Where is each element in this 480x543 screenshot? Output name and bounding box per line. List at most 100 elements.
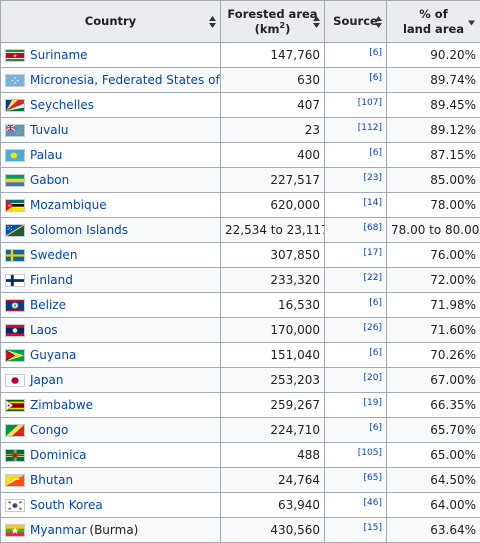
percent-land-cell: 85.00% — [387, 168, 480, 193]
country-suffix: (Burma) — [89, 523, 138, 537]
source-reference-link[interactable]: [6] — [369, 148, 382, 158]
source-reference-link[interactable]: [17] — [364, 248, 382, 258]
source-reference-link[interactable]: [6] — [369, 348, 382, 358]
sort-both-icon — [313, 16, 320, 28]
country-link[interactable]: Solomon Islands — [30, 223, 128, 237]
country-cell: Micronesia, Federated States of — [1, 68, 221, 93]
forested-area-header-label: Forested area — [227, 7, 317, 21]
sort-both-icon — [375, 16, 382, 28]
forested-area-unit: (km2) — [255, 22, 291, 36]
source-reference-link[interactable]: [68] — [364, 223, 382, 233]
source-reference-link[interactable]: [105] — [358, 448, 382, 458]
country-link[interactable]: Sweden — [30, 248, 77, 262]
source-cell: [6] — [325, 68, 387, 93]
percent-land-cell: 72.00% — [387, 268, 480, 293]
source-cell: [20] — [325, 368, 387, 393]
country-link[interactable]: Tuvalu — [30, 123, 69, 137]
source-reference-link[interactable]: [20] — [364, 373, 382, 383]
country-link[interactable]: Belize — [30, 298, 66, 312]
flag-japan-icon — [5, 374, 25, 387]
flag-guyana-icon — [5, 349, 25, 362]
source-column-header[interactable]: Source — [325, 1, 387, 43]
source-cell: [6] — [325, 143, 387, 168]
percent-land-cell: 65.70% — [387, 418, 480, 443]
country-link[interactable]: Zimbabwe — [30, 398, 93, 412]
country-cell: South Korea — [1, 493, 221, 518]
country-link[interactable]: Japan — [30, 373, 63, 387]
flag-finland-icon — [5, 274, 25, 287]
source-cell: [23] — [325, 168, 387, 193]
country-link[interactable]: Myanmar — [30, 523, 86, 537]
flag-seychelles-icon — [5, 99, 25, 112]
percent-land-cell: 89.74% — [387, 68, 480, 93]
country-link[interactable]: Bhutan — [30, 473, 73, 487]
country-cell: Seychelles — [1, 93, 221, 118]
source-reference-link[interactable]: [19] — [364, 398, 382, 408]
source-header-label: Source — [333, 14, 378, 28]
source-cell: [6] — [325, 293, 387, 318]
country-link[interactable]: Gabon — [30, 173, 69, 187]
forested-area-cell: 227,517 — [221, 168, 325, 193]
source-cell: [6] — [325, 43, 387, 68]
source-reference-link[interactable]: [15] — [364, 523, 382, 533]
header-row: Country Forested area (km2) Source % of … — [1, 1, 480, 43]
country-link[interactable]: Congo — [30, 423, 68, 437]
country-link[interactable]: Seychelles — [30, 98, 94, 112]
forested-area-cell: 259,267 — [221, 393, 325, 418]
table-row: Seychelles 407 [107] 89.45% — [1, 93, 480, 118]
source-cell: [6] — [325, 343, 387, 368]
country-link[interactable]: Finland — [30, 273, 73, 287]
source-reference-link[interactable]: [22] — [364, 273, 382, 283]
source-reference-link[interactable]: [6] — [369, 423, 382, 433]
flag-suriname-icon — [5, 49, 25, 62]
country-link[interactable]: Guyana — [30, 348, 76, 362]
source-reference-link[interactable]: [107] — [358, 98, 382, 108]
source-reference-link[interactable]: [46] — [364, 498, 382, 508]
source-cell: [46] — [325, 493, 387, 518]
source-reference-link[interactable]: [6] — [369, 48, 382, 58]
forested-area-cell: 147,760 — [221, 43, 325, 68]
country-link[interactable]: Dominica — [30, 448, 87, 462]
forested-area-cell: 407 — [221, 93, 325, 118]
country-link[interactable]: Suriname — [30, 48, 88, 62]
percent-land-cell: 64.00% — [387, 493, 480, 518]
country-cell: Mozambique — [1, 193, 221, 218]
flag-tuvalu-icon — [5, 124, 25, 137]
country-cell: Guyana — [1, 343, 221, 368]
country-column-header[interactable]: Country — [1, 1, 221, 43]
country-link[interactable]: Laos — [30, 323, 58, 337]
forested-area-cell: 233,320 — [221, 268, 325, 293]
flag-belize-icon — [5, 299, 25, 312]
forested-area-cell: 22,534 to 23,117 — [221, 218, 325, 243]
percent-land-cell: 70.26% — [387, 343, 480, 368]
percent-land-column-header[interactable]: % of land area — [387, 1, 480, 43]
source-reference-link[interactable]: [112] — [358, 123, 382, 133]
source-cell: [14] — [325, 193, 387, 218]
country-link[interactable]: Mozambique — [30, 198, 107, 212]
source-reference-link[interactable]: [6] — [369, 73, 382, 83]
country-cell: Solomon Islands — [1, 218, 221, 243]
country-cell: Suriname — [1, 43, 221, 68]
percent-land-cell: 78.00 to 80.00% — [387, 218, 480, 243]
source-reference-link[interactable]: [65] — [364, 473, 382, 483]
percent-land-cell: 64.50% — [387, 468, 480, 493]
source-reference-link[interactable]: [14] — [364, 198, 382, 208]
table-row: Myanmar(Burma)430,560[15]63.64% — [1, 518, 480, 543]
country-link[interactable]: South Korea — [30, 498, 103, 512]
flag-dominica-icon — [5, 449, 25, 462]
country-cell: Congo — [1, 418, 221, 443]
source-reference-link[interactable]: [26] — [364, 323, 382, 333]
country-link[interactable]: Palau — [30, 148, 62, 162]
country-link[interactable]: Micronesia, Federated States of — [30, 73, 220, 87]
source-cell: [112] — [325, 118, 387, 143]
forested-area-column-header[interactable]: Forested area (km2) — [221, 1, 325, 43]
source-reference-link[interactable]: [23] — [364, 173, 382, 183]
percent-land-cell: 89.45% — [387, 93, 480, 118]
flag-bhutan-icon — [5, 474, 25, 487]
flag-solomon-islands-icon — [5, 224, 25, 237]
source-reference-link[interactable]: [6] — [369, 298, 382, 308]
